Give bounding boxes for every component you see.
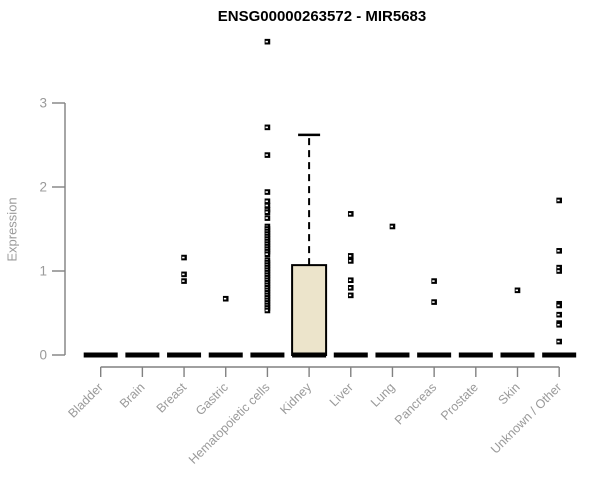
outlier-point-center [348,260,352,262]
outlier-point-center [265,211,268,213]
x-category-label: Unknown / Other [488,380,564,456]
box-kidney [291,264,328,356]
y-tick-label: 1 [39,264,47,279]
outlier-point-center [265,253,268,255]
y-tick-label: 2 [39,180,47,195]
outlier-point-center [265,204,268,207]
outlier-point-center [182,280,185,282]
median-line [375,352,410,358]
median-line [417,352,452,358]
median-line [458,352,493,358]
outlier-point-center [432,280,435,282]
median-line [125,352,160,358]
x-category-label: Gastric [193,380,231,418]
outlier-point-center [182,256,185,259]
median-line [83,352,118,358]
outlier-point-center [557,250,560,252]
median-line [500,352,535,358]
median-line [208,352,243,358]
median-line [292,352,327,358]
outlier-point-center [348,287,352,289]
outlier-point-center [390,225,393,228]
outlier-point-center [265,200,268,203]
x-category-label: Bladder [65,380,105,420]
outlier-point-center [348,213,352,215]
x-category-label: Pancreas [392,380,439,427]
y-tick-label: 3 [39,96,47,111]
x-category-label: Kidney [277,380,314,417]
outlier-point-center [557,266,560,269]
outlier-point-center [265,154,268,156]
outlier-point-center [265,309,268,312]
median-line [167,352,202,358]
outlier-point-center [557,199,560,202]
x-category-label: Hematopoietic cells [186,380,273,467]
outlier-point-center [557,270,560,272]
outlier-point-center [557,304,560,307]
x-category-label: Skin [496,380,523,407]
median-line [333,352,368,358]
outlier-point-center [182,273,185,276]
outlier-point-center [265,40,268,43]
outlier-point-center [557,323,560,326]
y-tick-label: 0 [39,348,47,363]
outlier-point-center [557,313,560,316]
x-category-label: Brain [117,380,148,411]
outlier-point-center [265,126,268,129]
outlier-point-center [265,217,268,219]
outlier-point-center [348,294,352,297]
outlier-point-center [348,255,352,257]
x-category-label: Liver [327,380,356,409]
x-category-label: Breast [154,380,190,416]
x-category-label: Lung [368,380,398,410]
median-line [542,352,577,358]
chart-title: ENSG00000263572 - MIR5683 [217,8,427,25]
outlier-point-center [432,301,435,303]
outlier-point-center [265,191,268,193]
x-category-label: Prostate [438,380,481,423]
outlier-point-center [557,340,560,343]
outlier-point-center [223,297,227,300]
outlier-point-center [515,289,518,292]
median-line [250,352,285,358]
outlier-point-center [348,279,352,282]
